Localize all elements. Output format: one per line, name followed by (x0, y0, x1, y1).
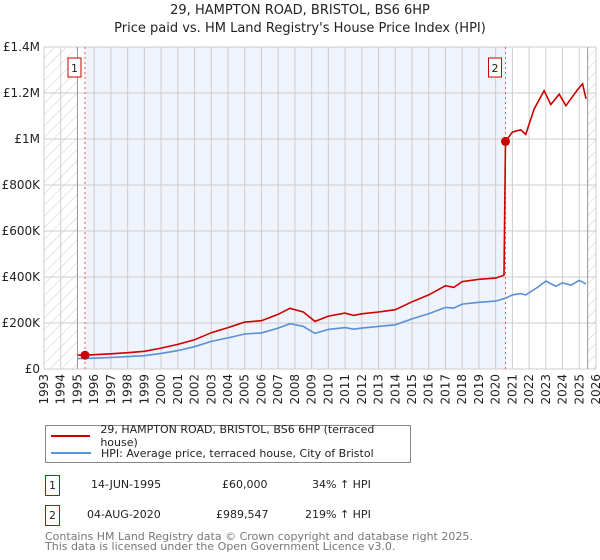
x-tick-label: 1995 (70, 374, 84, 405)
annotation-badge (488, 57, 503, 78)
x-tick-label: 2012 (355, 374, 369, 405)
x-tick-label: 2001 (171, 374, 185, 405)
x-tick-label: 2008 (288, 374, 302, 405)
footer-copyright: Contains HM Land Registry data © Crown c… (45, 530, 473, 543)
x-tick-label: 1996 (87, 374, 101, 405)
x-tick-label: 2011 (338, 374, 352, 405)
footer-licence: This data is licensed under the Open Gov… (45, 540, 396, 553)
x-tick-label: 2002 (188, 374, 202, 405)
chart-subtitle: Price paid vs. HM Land Registry's House … (114, 21, 486, 36)
legend-label: HPI: Average price, terraced house, City… (101, 446, 374, 460)
x-tick-label: 2005 (238, 374, 252, 405)
x-tick-label: 1993 (37, 374, 51, 405)
transaction-date: 04-AUG-2020 (87, 508, 161, 521)
x-tick-label: 2004 (221, 374, 235, 405)
annotation-badge (67, 57, 82, 78)
transaction-price: £60,000 (222, 478, 268, 491)
x-tick-label: 2016 (422, 374, 436, 405)
legend-swatch-property (51, 435, 91, 437)
x-tick-label: 2017 (438, 374, 452, 405)
legend-item-hpi: HPI: Average price, terraced house, City… (46, 445, 374, 461)
annotation-label: 2 (492, 62, 499, 75)
transaction-badge: 1 (45, 475, 60, 496)
y-tick-label: £1.2M (3, 86, 40, 100)
transaction-badge: 2 (45, 505, 60, 526)
x-tick-label: 2009 (305, 374, 319, 405)
x-tick-label: 1994 (54, 374, 68, 405)
x-tick-label: 2018 (455, 374, 469, 405)
x-tick-label: 2019 (472, 374, 486, 405)
legend-swatch-hpi (51, 452, 91, 454)
x-tick-label: 2023 (539, 374, 553, 405)
x-tick-label: 2022 (522, 374, 536, 405)
transaction-date: 14-JUN-1995 (91, 478, 162, 491)
sale-point (80, 350, 90, 360)
hatched-region (587, 47, 596, 369)
x-tick-label: 1997 (104, 374, 118, 405)
x-tick-label: 1998 (121, 374, 135, 405)
legend: 29, HAMPTON ROAD, BRISTOL, BS6 6HP (terr… (45, 423, 411, 463)
legend-label: 29, HAMPTON ROAD, BRISTOL, BS6 6HP (terr… (100, 423, 375, 449)
x-tick-label: 2021 (505, 374, 519, 405)
x-tick-label: 2015 (405, 374, 419, 405)
x-tick-label: 2025 (572, 374, 586, 405)
x-tick-label: 2024 (556, 374, 570, 405)
x-tick-label: 2020 (489, 374, 503, 405)
y-tick-label: £400K (2, 270, 42, 284)
chart-title: 29, HAMPTON ROAD, BRISTOL, BS6 6HP (170, 3, 430, 18)
x-tick-label: 2010 (321, 374, 335, 405)
x-tick-label: 2000 (154, 374, 168, 405)
y-tick-label: £1.4M (3, 40, 40, 54)
x-tick-label: 2003 (204, 374, 218, 405)
series-line (77, 82, 587, 357)
series-line (77, 279, 587, 360)
y-tick-label: £200K (2, 316, 42, 330)
y-tick-label: £800K (2, 178, 42, 192)
x-tick-label: 2014 (388, 374, 402, 405)
x-tick-label: 2006 (254, 374, 268, 405)
y-tick-label: £600K (2, 224, 42, 238)
transaction-row: 2 04-AUG-2020 £989,547 219% ↑ HPI (45, 505, 445, 526)
x-tick-label: 2007 (271, 374, 285, 405)
y-tick-label: £0 (25, 362, 40, 376)
annotation-label: 1 (71, 62, 78, 75)
legend-item-property: 29, HAMPTON ROAD, BRISTOL, BS6 6HP (terr… (46, 423, 410, 449)
sale-point (501, 136, 511, 146)
transaction-row: 1 14-JUN-1995 £60,000 34% ↑ HPI (45, 475, 445, 496)
x-tick-label: 1999 (137, 374, 151, 405)
transaction-hpi: 219% ↑ HPI (305, 508, 371, 521)
x-tick-label: 2013 (372, 374, 386, 405)
transaction-price: £989,547 (216, 508, 269, 521)
transaction-hpi: 34% ↑ HPI (312, 478, 371, 491)
y-tick-label: £1M (14, 132, 40, 146)
x-tick-label: 2026 (589, 374, 600, 405)
